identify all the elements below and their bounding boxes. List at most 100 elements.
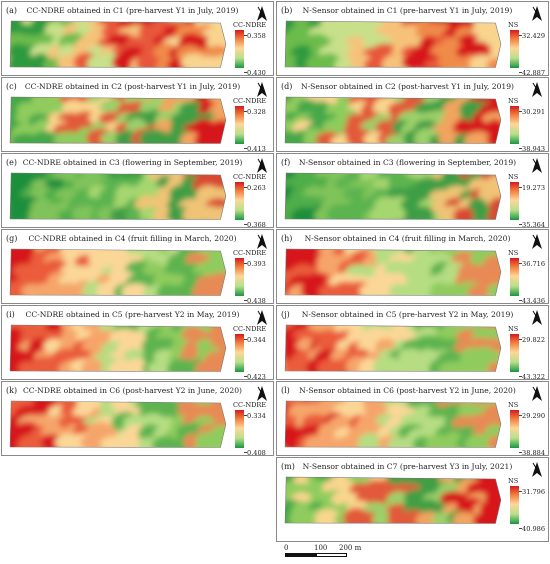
legend-name: CC-NDRE — [233, 21, 267, 29]
map-panel: (f) N-Sensor obtained in C3 (flowering in… — [276, 153, 549, 229]
scale-segment — [316, 553, 347, 557]
legend-color-ramp — [510, 486, 519, 524]
legend-max-value: 29.290 — [522, 412, 546, 420]
panel-label: (h) — [281, 234, 293, 243]
panel-label: (k) — [6, 386, 18, 395]
legend-max-value: 0.344 — [247, 336, 266, 344]
legend-tick — [244, 111, 247, 112]
legend-min-value: 43.436 — [522, 297, 546, 305]
legend-tick — [519, 491, 522, 492]
field-map — [9, 20, 227, 68]
north-arrow-icon — [257, 310, 267, 325]
legend-tick — [519, 148, 522, 149]
legend-max-value: 29.822 — [522, 336, 546, 344]
legend-tick — [244, 300, 247, 301]
map-panel: (m) N-Sensor obtained in C7 (pre-harvest … — [276, 457, 549, 557]
legend-max-value: 19.273 — [522, 184, 546, 192]
color-legend: CC-NDRE 0.263 0.368 — [233, 173, 273, 229]
legend-tick — [519, 376, 522, 377]
panel-label: (d) — [281, 82, 293, 91]
legend-color-ramp — [235, 258, 244, 296]
map-panel: (l) N-Sensor obtained in C6 (post-harvest… — [276, 381, 549, 457]
legend-min-value: 0.430 — [247, 69, 266, 77]
legend-name: CC-NDRE — [233, 173, 267, 181]
map-panel: (d) N-Sensor obtained in C2 (post-harvest… — [276, 77, 549, 153]
color-legend: NS 29.822 43.322 — [508, 325, 548, 381]
legend-tick — [244, 224, 247, 225]
legend-tick — [519, 35, 522, 36]
legend-min-value: 43.322 — [522, 373, 546, 381]
panel-label: (e) — [6, 158, 17, 167]
legend-tick — [244, 35, 247, 36]
field-map — [284, 248, 502, 296]
field-map — [9, 96, 227, 144]
legend-tick — [244, 148, 247, 149]
scale-bar: 0 100 200 m — [284, 544, 404, 564]
map-panel: (a) CC-NDRE obtained in C1 (pre-harvest Y… — [1, 1, 274, 77]
legend-tick — [244, 415, 247, 416]
field-map — [284, 476, 502, 524]
legend-max-value: 0.328 — [247, 108, 266, 116]
panel-title: CC-NDRE obtained in C5 (pre-harvest Y2 i… — [25, 310, 240, 319]
north-arrow-icon — [532, 310, 542, 325]
legend-min-value: 0.438 — [247, 297, 266, 305]
map-panel: (i) CC-NDRE obtained in C5 (pre-harvest Y… — [1, 305, 274, 381]
field-map — [284, 172, 502, 220]
map-panel: (b) N-Sensor obtained in C1 (pre-harvest … — [276, 1, 549, 77]
legend-tick — [519, 111, 522, 112]
color-legend: NS 31.796 40.986 — [508, 477, 548, 533]
north-arrow-icon — [257, 6, 267, 21]
color-legend: NS 19.273 35.364 — [508, 173, 548, 229]
panel-title: CC-NDRE obtained in C3 (flowering in Sep… — [22, 158, 243, 167]
legend-tick — [244, 339, 247, 340]
north-arrow-icon — [532, 6, 542, 21]
legend-name: CC-NDRE — [233, 401, 267, 409]
legend-tick — [244, 187, 247, 188]
map-panel: (c) CC-NDRE obtained in C2 (post-harvest … — [1, 77, 274, 153]
legend-min-value: 0.408 — [247, 449, 266, 457]
color-legend: CC-NDRE 0.334 0.408 — [233, 401, 273, 457]
legend-color-ramp — [235, 106, 244, 144]
color-legend: NS 30.291 38.943 — [508, 97, 548, 153]
color-legend: NS 32.429 42.887 — [508, 21, 548, 77]
legend-min-value: 0.413 — [247, 145, 266, 153]
panel-label: (b) — [281, 6, 293, 15]
scale-tick-label: 200 m — [339, 544, 362, 552]
legend-max-value: 0.263 — [247, 184, 266, 192]
legend-name: CC-NDRE — [233, 97, 267, 105]
map-panel: (k) CC-NDRE obtained in C6 (post-harvest … — [1, 381, 274, 457]
legend-color-ramp — [510, 334, 519, 372]
legend-tick — [519, 415, 522, 416]
color-legend: CC-NDRE 0.393 0.438 — [233, 249, 273, 305]
legend-name: NS — [508, 477, 519, 485]
panel-title: N-Sensor obtained in C7 (pre-harvest Y3 … — [302, 462, 513, 471]
panel-title: CC-NDRE obtained in C2 (post-harvest Y1 … — [24, 82, 241, 91]
legend-tick — [519, 187, 522, 188]
legend-name: CC-NDRE — [233, 325, 267, 333]
panel-label: (i) — [6, 310, 15, 319]
north-arrow-icon — [532, 386, 542, 401]
legend-color-ramp — [235, 410, 244, 448]
scale-tick-label: 0 — [284, 544, 289, 552]
legend-color-ramp — [235, 182, 244, 220]
color-legend: NS 36.716 43.436 — [508, 249, 548, 305]
map-panel: (j) N-Sensor obtained in C5 (pre-harvest … — [276, 305, 549, 381]
legend-tick — [244, 376, 247, 377]
legend-max-value: 32.429 — [522, 32, 546, 40]
legend-min-value: 38.884 — [522, 449, 546, 457]
north-arrow-icon — [532, 462, 542, 477]
legend-name: NS — [508, 97, 519, 105]
field-map — [284, 324, 502, 372]
panel-label: (m) — [281, 462, 295, 471]
legend-max-value: 36.716 — [522, 260, 546, 268]
legend-min-value: 38.943 — [522, 145, 546, 153]
legend-tick — [519, 263, 522, 264]
legend-color-ramp — [510, 182, 519, 220]
legend-max-value: 0.358 — [247, 32, 266, 40]
legend-tick — [519, 339, 522, 340]
legend-tick — [519, 224, 522, 225]
panel-title: N-Sensor obtained in C6 (post-harvest Y2… — [299, 386, 516, 395]
legend-color-ramp — [510, 258, 519, 296]
legend-max-value: 30.291 — [522, 108, 546, 116]
legend-min-value: 42.887 — [522, 69, 546, 77]
